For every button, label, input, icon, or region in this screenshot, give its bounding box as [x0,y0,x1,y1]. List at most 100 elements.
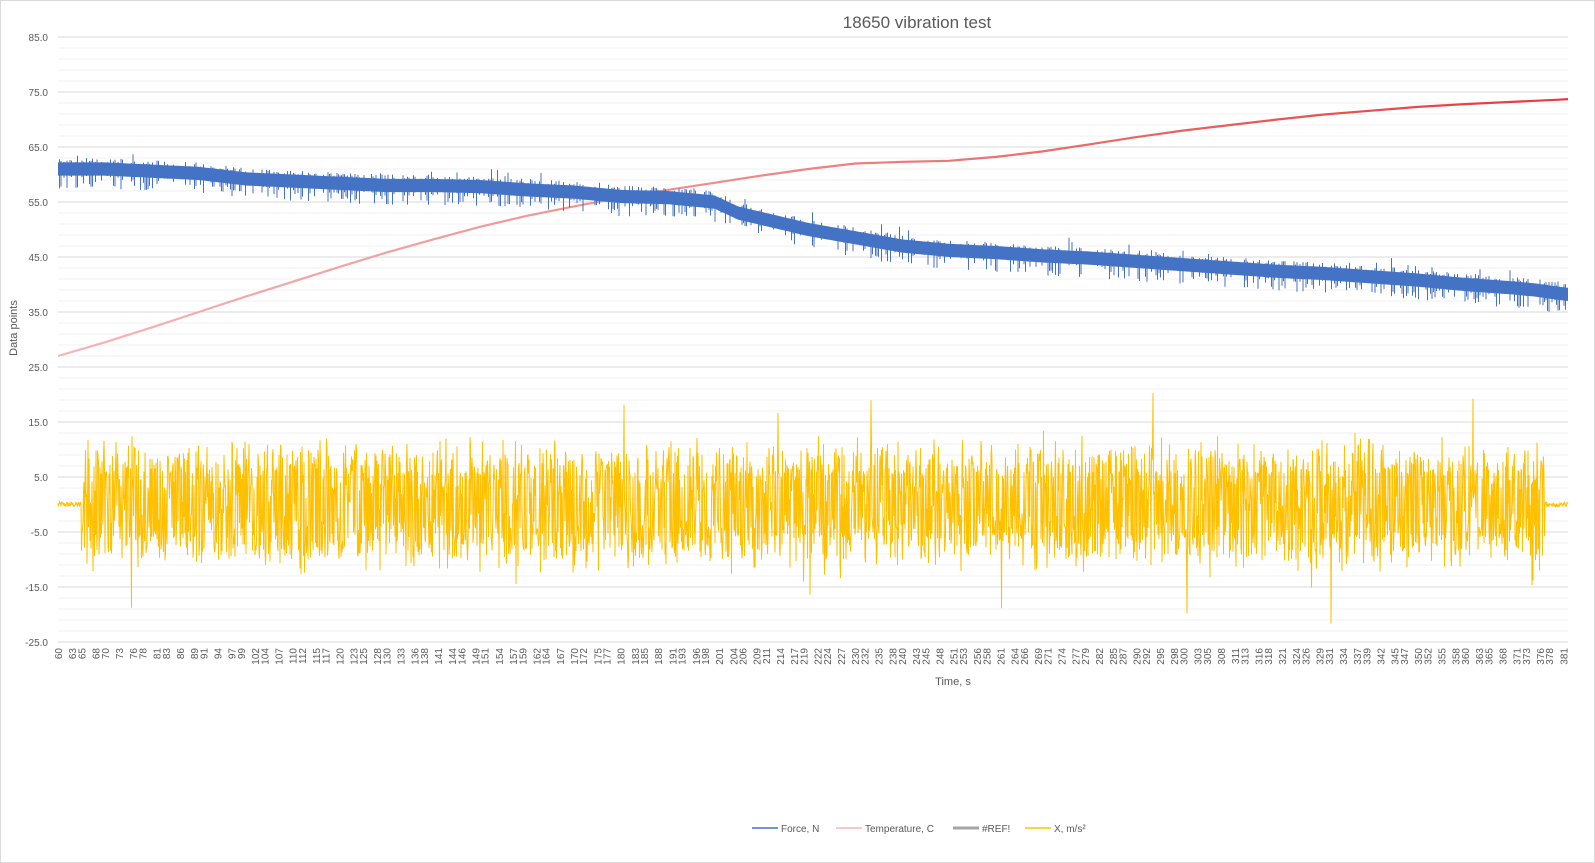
x-tick-label: 316 [1254,648,1265,665]
x-tick-label: 326 [1301,648,1312,665]
x-tick-label: 130 [382,648,393,665]
x-tick-label: 211 [762,648,773,664]
x-tick-label: 282 [1095,648,1106,665]
x-tick-label: 60 [54,648,65,660]
x-tick-label: 162 [532,648,543,665]
x-tick-label: 68 [92,648,103,660]
x-tick-label: 99 [237,648,248,660]
x-tick-label: 251 [950,648,961,665]
x-tick-label: 313 [1240,648,1251,665]
x-tick-label: 94 [213,648,224,660]
x-tick-label: 73 [115,648,126,660]
x-tick-label: 175 [593,648,604,665]
x-tick-label: 91 [199,648,210,660]
x-tick-label: 290 [1133,648,1144,665]
x-tick-label: 358 [1451,648,1462,665]
series-line-temperature [57,98,1569,358]
x-tick-label: 78 [138,648,149,660]
x-tick-label: 177 [603,648,614,665]
x-tick-label: 337 [1353,648,1364,665]
x-tick-label: 342 [1376,648,1387,665]
x-tick-label: 191 [668,648,679,665]
x-tick-label: 232 [861,648,872,665]
chart-title: 18650 vibration test [843,13,992,32]
x-tick-label: 266 [1020,648,1031,665]
x-tick-label: 125 [359,648,370,665]
x-tick-label: 238 [889,648,900,665]
x-tick-label: 159 [518,648,529,665]
series-layer [57,98,1569,624]
x-tick-label: 347 [1400,648,1411,665]
x-tick-label: 243 [912,648,923,665]
x-tick-label: 185 [640,648,651,665]
y-tick-label: 25.0 [29,363,49,374]
x-tick-label: 112 [298,648,309,664]
series-line-acceleration [57,392,1569,624]
x-tick-label: 381 [1559,648,1570,665]
x-tick-label: 235 [875,648,886,665]
x-tick-label: 378 [1545,648,1556,665]
x-tick-label: 298 [1170,648,1181,665]
x-tick-label: 217 [790,648,801,665]
x-tick-label: 285 [1109,648,1120,665]
x-tick-label: 360 [1461,648,1472,665]
y-tick-label: 75.0 [29,88,49,99]
x-tick-label: 279 [1081,648,1092,665]
x-tick-label: 219 [800,648,811,665]
x-tick-label: 256 [973,648,984,665]
x-tick-label: 287 [1119,648,1130,665]
y-tick-label: 5.0 [34,473,48,484]
x-tick-label: 376 [1536,648,1547,665]
x-tick-label: 164 [542,648,553,665]
x-tick-label: 151 [481,648,492,665]
x-tick-label: 167 [556,648,567,665]
x-tick-label: 136 [410,648,421,665]
x-tick-label: 123 [349,648,360,665]
x-tick-label: 188 [654,648,665,665]
x-tick-label: 70 [101,648,112,660]
x-tick-label: 292 [1142,648,1153,665]
x-tick-label: 311 [1231,648,1242,664]
x-tick-label: 128 [373,648,384,665]
x-tick-label: 144 [448,648,459,665]
x-tick-label: 339 [1362,648,1373,665]
x-tick-label: 107 [274,648,285,665]
x-tick-label: 102 [251,648,262,665]
y-tick-label: 85.0 [29,33,49,44]
legend-label: #REF! [982,824,1010,835]
x-tick-label: 110 [288,648,299,664]
y-axis-title: Data points [8,300,20,356]
x-tick-label: 196 [692,648,703,665]
x-tick-label: 206 [739,648,750,665]
x-tick-label: 371 [1512,648,1523,665]
x-tick-label: 209 [753,648,764,665]
legend-label: X, m/s² [1054,824,1086,835]
x-tick-label: 334 [1339,648,1350,665]
series-force [58,154,1568,312]
x-tick-label: 329 [1315,648,1326,665]
x-tick-label: 222 [814,648,825,665]
x-tick-label: 303 [1194,648,1205,665]
x-tick-label: 274 [1058,648,1069,665]
y-tick-label: -5.0 [31,528,49,539]
x-tick-label: 146 [457,648,468,665]
y-tick-label: 65.0 [29,143,49,154]
x-tick-label: 365 [1484,648,1495,665]
x-tick-label: 214 [776,648,787,665]
x-tick-label: 183 [631,648,642,665]
x-tick-label: 120 [335,648,346,665]
x-tick-label: 295 [1156,648,1167,665]
x-tick-label: 204 [729,648,740,665]
x-tick-label: 224 [823,648,834,665]
legend-label: Force, N [781,824,819,835]
x-tick-label: 63 [68,648,79,660]
legend: Force, N Temperature, C #REF! X, m/s² [752,824,1086,835]
x-tick-label: 133 [396,648,407,665]
x-tick-label: 198 [701,648,712,665]
y-tick-label: 55.0 [29,198,49,209]
y-tick-label: 35.0 [29,308,49,319]
x-tick-label: 117 [321,648,332,664]
